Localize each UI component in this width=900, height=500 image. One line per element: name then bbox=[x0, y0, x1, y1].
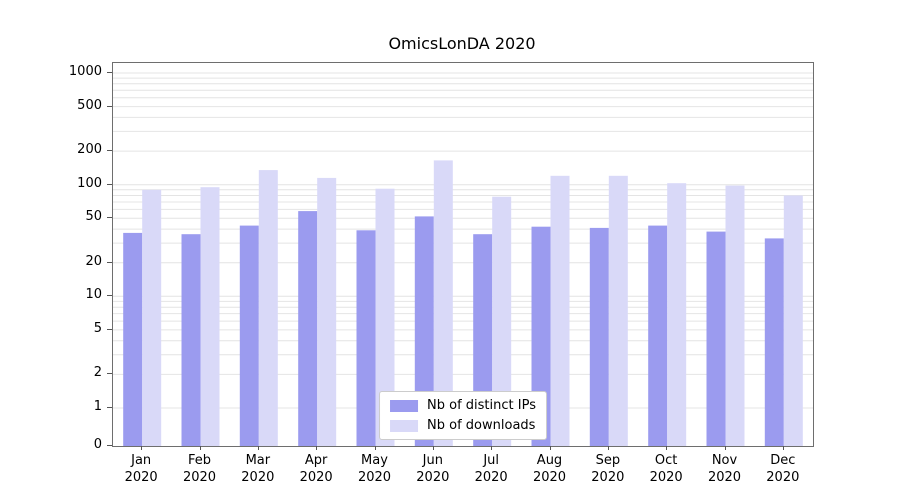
bar-distinct-ips bbox=[123, 232, 143, 446]
y-tick-label: 2 bbox=[93, 365, 102, 381]
bar-downloads bbox=[317, 177, 337, 446]
bar-distinct-ips bbox=[589, 227, 609, 446]
bar-distinct-ips bbox=[298, 211, 318, 446]
y-tick-mark bbox=[107, 445, 112, 446]
legend: Nb of distinct IPs Nb of downloads bbox=[379, 391, 547, 440]
x-tick-mark bbox=[782, 446, 784, 450]
bar-distinct-ips bbox=[181, 234, 201, 446]
y-tick-mark bbox=[107, 105, 112, 107]
bar-downloads bbox=[492, 196, 512, 446]
y-tick-mark bbox=[107, 183, 112, 185]
legend-swatch bbox=[390, 399, 419, 412]
x-tick-mark bbox=[316, 446, 318, 450]
bar-downloads bbox=[375, 188, 395, 446]
x-tick-mark bbox=[666, 446, 668, 450]
x-tick-label: Oct 2020 bbox=[649, 453, 683, 485]
x-tick-label: Dec 2020 bbox=[766, 453, 800, 485]
bar-distinct-ips bbox=[648, 225, 668, 446]
bar-downloads bbox=[142, 189, 162, 446]
bar-distinct-ips bbox=[356, 230, 376, 446]
bar-downloads bbox=[783, 195, 803, 446]
legend-label: Nb of downloads bbox=[427, 418, 536, 433]
y-tick-label: 0 bbox=[93, 437, 102, 452]
bar-downloads bbox=[725, 185, 745, 446]
y-tick-label: 20 bbox=[85, 253, 102, 269]
y-tick-label: 200 bbox=[77, 142, 102, 158]
x-tick-label: Feb 2020 bbox=[182, 453, 217, 485]
bar-downloads bbox=[433, 160, 453, 446]
plot-area: Nb of distinct IPs Nb of downloads bbox=[112, 62, 814, 447]
bar-distinct-ips bbox=[706, 231, 726, 446]
x-tick-mark bbox=[257, 446, 259, 450]
x-tick-label: Jun 2020 bbox=[416, 453, 450, 485]
y-tick-label: 1000 bbox=[68, 64, 102, 79]
chart-canvas bbox=[113, 72, 813, 446]
legend-label: Nb of distinct IPs bbox=[427, 398, 536, 413]
y-tick-mark bbox=[107, 150, 112, 152]
bar-downloads bbox=[608, 175, 628, 446]
y-tick-mark bbox=[107, 295, 112, 297]
y-tick-mark bbox=[107, 261, 112, 263]
bar-downloads bbox=[258, 170, 278, 446]
x-tick-mark bbox=[607, 446, 609, 450]
bar-downloads bbox=[200, 187, 220, 446]
bar-downloads bbox=[550, 175, 570, 446]
x-tick-label: Sep 2020 bbox=[591, 453, 625, 485]
x-tick-mark bbox=[491, 446, 493, 450]
bar-downloads bbox=[667, 183, 687, 446]
y-tick-mark bbox=[107, 373, 112, 375]
chart-title: OmicsLonDA 2020 bbox=[388, 34, 536, 53]
x-tick-label: Apr 2020 bbox=[299, 453, 333, 485]
legend-row: Nb of distinct IPs bbox=[390, 398, 536, 413]
legend-swatch bbox=[390, 419, 419, 432]
y-tick-mark bbox=[107, 407, 112, 408]
y-tick-label: 5 bbox=[93, 320, 102, 336]
y-tick-mark bbox=[107, 328, 112, 330]
bar-distinct-ips bbox=[764, 238, 784, 446]
x-tick-label: May 2020 bbox=[357, 453, 392, 485]
bar-distinct-ips bbox=[414, 216, 434, 446]
legend-row: Nb of downloads bbox=[390, 418, 536, 433]
y-tick-label: 1 bbox=[93, 399, 102, 414]
y-tick-label: 10 bbox=[85, 287, 102, 303]
bar-distinct-ips bbox=[239, 225, 259, 446]
x-tick-mark bbox=[432, 446, 434, 450]
x-tick-mark bbox=[141, 446, 143, 450]
x-tick-mark bbox=[549, 446, 551, 450]
x-tick-mark bbox=[374, 446, 376, 450]
y-tick-label: 100 bbox=[77, 175, 102, 191]
y-tick-mark bbox=[107, 217, 112, 219]
y-tick-label: 50 bbox=[85, 209, 102, 225]
x-tick-mark bbox=[199, 446, 201, 450]
y-tick-mark bbox=[107, 72, 112, 73]
x-tick-label: Jul 2020 bbox=[474, 453, 508, 485]
x-tick-label: Mar 2020 bbox=[241, 453, 275, 485]
x-tick-mark bbox=[724, 446, 726, 450]
x-tick-label: Nov 2020 bbox=[707, 453, 742, 485]
x-tick-label: Jan 2020 bbox=[124, 453, 158, 485]
y-tick-label: 500 bbox=[77, 97, 102, 113]
x-tick-label: Aug 2020 bbox=[532, 453, 567, 485]
